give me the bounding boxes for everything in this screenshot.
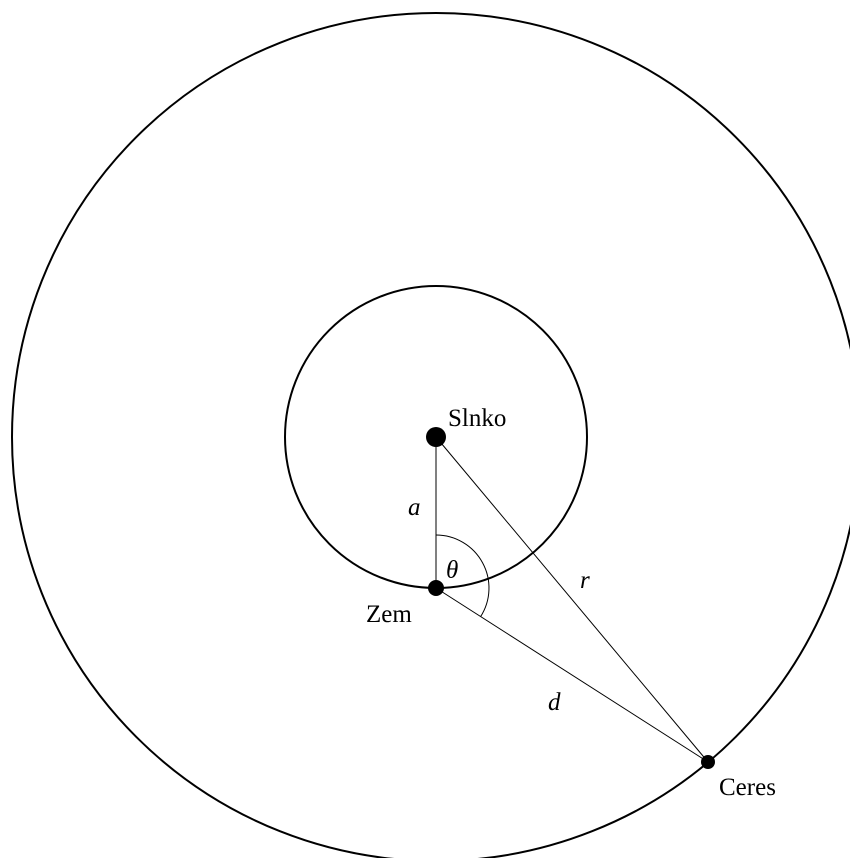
outer-orbit [11, 12, 850, 858]
edge-label: d [548, 689, 561, 716]
edge-label: a [408, 494, 421, 521]
ceres [701, 755, 715, 769]
node-label: Zem [366, 601, 412, 628]
angle-label: θ [446, 557, 458, 584]
segment-r [435, 436, 709, 763]
sun [426, 427, 446, 447]
earth [428, 580, 444, 596]
node-label: Slnko [448, 405, 506, 432]
edge-label: r [580, 567, 590, 594]
node-label: Ceres [719, 774, 776, 801]
segment-d [435, 587, 709, 763]
angle-arc [435, 534, 490, 617]
